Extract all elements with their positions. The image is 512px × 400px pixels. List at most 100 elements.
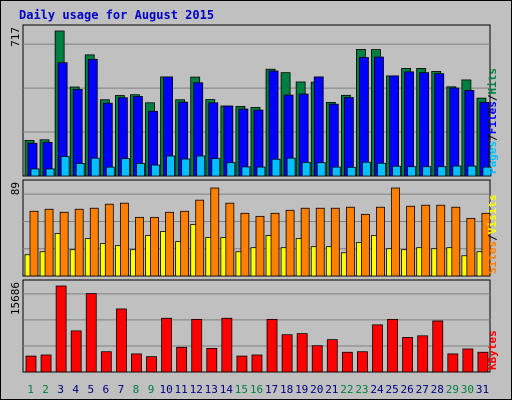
day-tick-label: 8 (133, 383, 140, 396)
day-tick-label: 4 (72, 383, 79, 396)
files-bar (328, 103, 339, 177)
legend-entry: / (486, 234, 499, 241)
day-tick-label: 25 (385, 383, 398, 396)
kbytes-bar (477, 351, 489, 373)
kbytes-bar (131, 353, 142, 373)
sites-bar (119, 202, 129, 277)
kbytes-bar (85, 293, 97, 373)
day-tick-label: 13 (205, 383, 218, 396)
kbytes-bar (266, 318, 278, 373)
pages-bar (437, 166, 447, 177)
pages-bar (362, 161, 371, 177)
day-tick-label: 11 (175, 383, 188, 396)
sites-bar (240, 212, 250, 277)
day-tick-label: 20 (310, 383, 323, 396)
pages-bar (226, 162, 236, 177)
pages-bar (482, 166, 492, 177)
day-tick-label: 10 (159, 383, 172, 396)
kbytes-bar (191, 318, 203, 373)
pages-bar (377, 162, 386, 177)
kbytes-bar (176, 346, 188, 373)
pages-bar (75, 163, 85, 177)
legend-entry: Sites (486, 241, 499, 274)
kbytes-bar (115, 308, 127, 373)
day-tick-label: 23 (355, 383, 368, 396)
pages-bar (45, 168, 55, 177)
kbytes-bar (372, 324, 383, 373)
visits-ymax-label: 89 (9, 182, 22, 195)
files-bar (449, 87, 460, 177)
pages-bar (196, 155, 206, 177)
sites-bar (285, 209, 295, 277)
sites-bar (74, 208, 84, 277)
kbytes-bar (326, 339, 338, 373)
sites-bar (361, 213, 370, 277)
files-bar (343, 97, 354, 177)
day-tick-label: 15 (235, 383, 248, 396)
kbytes-legend: KBytes (486, 330, 499, 370)
kbytes-bar (311, 345, 323, 373)
pages-bar (407, 166, 417, 177)
day-tick-label: 30 (461, 383, 474, 396)
kbytes-bar (341, 351, 353, 373)
pages-bar (271, 158, 281, 177)
kbytes-bar (357, 351, 368, 373)
kbytes-bar (387, 318, 398, 373)
files-bar (238, 108, 249, 177)
sites-bar (150, 216, 159, 277)
files-bar (102, 102, 113, 177)
legend-entry: KBytes (486, 330, 499, 370)
day-tick-label: 3 (57, 383, 64, 396)
files-bar (313, 76, 324, 177)
files-bar (253, 109, 264, 177)
sites-bar (481, 212, 491, 277)
pages-bar (120, 158, 130, 177)
sites-bar (255, 215, 265, 277)
day-tick-label: 21 (325, 383, 338, 396)
pages-bar (151, 164, 160, 177)
pages-bar (211, 158, 221, 177)
legend-entry: Files (486, 101, 499, 134)
kbytes-bar (70, 330, 82, 373)
pages-bar (467, 165, 477, 177)
day-tick-label: 27 (416, 383, 429, 396)
sites-bar (165, 211, 174, 277)
hits-ymax-label: 717 (9, 27, 22, 47)
day-tick-label: 24 (370, 383, 384, 396)
sites-bar (300, 207, 310, 277)
sites-bar (330, 207, 340, 277)
pages-bar (422, 166, 432, 177)
sites-bar (451, 206, 461, 277)
visits-legend: Sites/Visits (486, 195, 499, 275)
pages-bar (331, 166, 341, 177)
day-tick-label: 16 (250, 383, 263, 396)
kbytes-bar (251, 354, 263, 373)
files-bar (359, 57, 369, 177)
day-tick-label: 17 (265, 383, 278, 396)
sites-bar (225, 202, 235, 277)
kbytes-bar (402, 337, 414, 373)
files-bar (404, 71, 415, 177)
legend-entry: Pages (486, 141, 499, 174)
files-bar (374, 56, 384, 177)
kbytes-bar (296, 333, 308, 373)
pages-bar (392, 165, 401, 177)
kbytes-bar (236, 355, 248, 373)
pages-bar (346, 166, 356, 177)
day-tick-label: 9 (148, 383, 155, 396)
sites-bar (135, 216, 144, 277)
pages-bar (90, 157, 100, 177)
legend-entry: / (486, 134, 499, 141)
sites-bar (345, 206, 355, 277)
chart-title: Daily usage for August 2015 (19, 8, 215, 22)
day-tick-label: 28 (431, 383, 444, 396)
day-tick-label: 26 (401, 383, 414, 396)
sites-bar (210, 187, 220, 277)
pages-bar (301, 162, 311, 177)
day-tick-label: 22 (340, 383, 353, 396)
sites-bar (89, 207, 99, 277)
sites-bar (59, 211, 69, 277)
sites-bar (104, 203, 114, 277)
day-tick-label: 6 (103, 383, 110, 396)
